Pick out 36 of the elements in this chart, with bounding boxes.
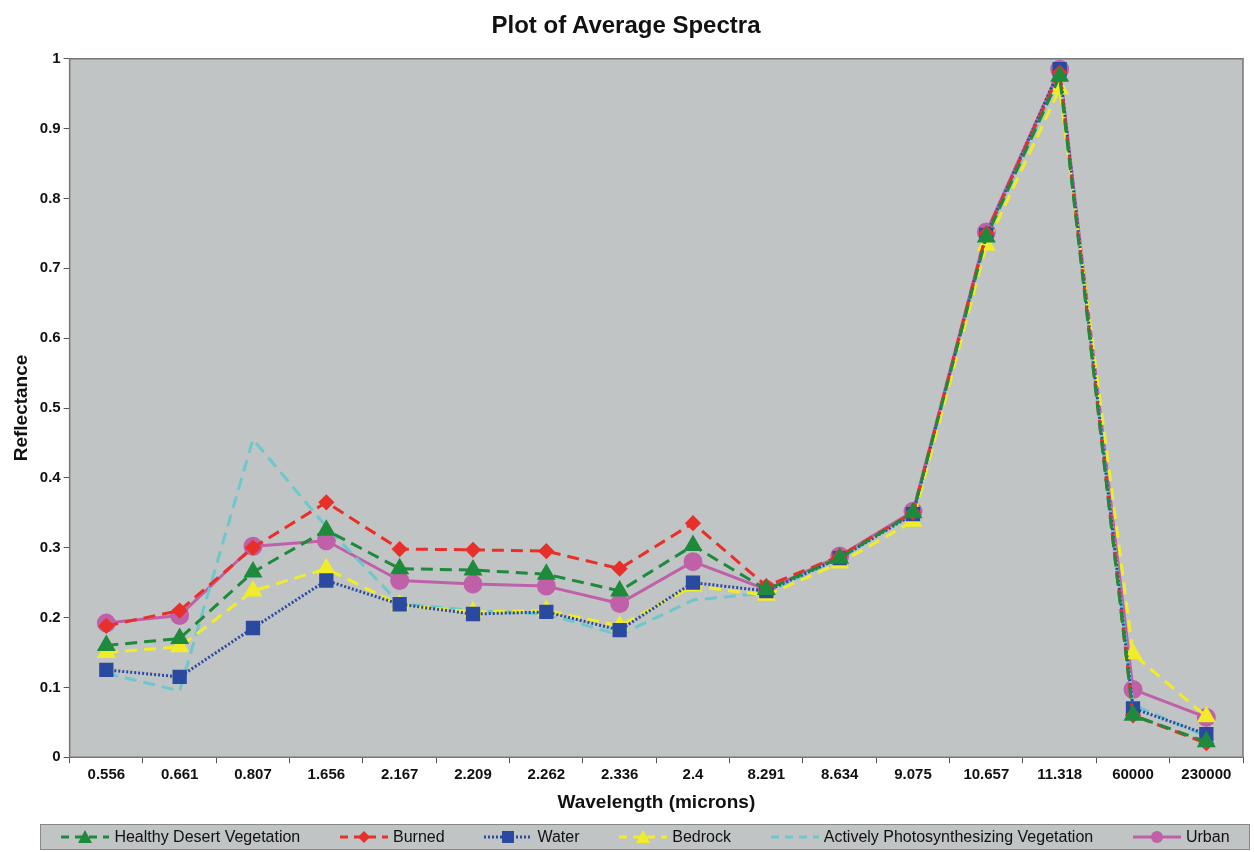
y-tick-label: 1 [52,48,61,66]
x-tick-label: 2.262 [527,765,566,783]
y-tick-label: 0.6 [39,328,61,346]
legend-label: Urban [1185,828,1230,846]
y-tick-label: 0.3 [39,537,61,555]
x-tick-label: 0.661 [160,765,199,783]
x-tick-label: 2.336 [600,765,639,783]
y-tick-label: 0.2 [39,607,61,625]
y-tick-label: 0.1 [39,677,61,695]
y-tick-label: 0.7 [39,258,61,276]
x-tick-label: 9.075 [894,765,932,783]
legend-label: Actively Photosynthesizing Vegetation [823,828,1094,846]
y-axis-title: Reflectance [9,354,31,462]
y-tick-label: 0.8 [39,188,61,206]
x-tick-label: 230000 [1181,765,1232,783]
y-tick-label: 0.4 [39,467,62,485]
x-tick-label: 1.656 [307,765,346,783]
x-tick-label: 2.209 [454,765,492,783]
y-tick-label: 0 [52,747,61,765]
y-tick-label: 0.5 [39,398,61,416]
legend-label: Healthy Desert Vegetation [114,828,301,846]
x-tick-label: 2.167 [380,765,419,783]
x-tick-label: 60000 [1112,765,1154,783]
legend-label: Water [537,828,580,846]
x-tick-label: 8.634 [820,765,860,783]
x-tick-label: 11.318 [1037,765,1083,783]
x-tick-label: 0.556 [87,765,126,783]
x-tick-label: 0.807 [234,765,272,783]
x-tick-label: 2.4 [682,765,705,783]
legend-label: Burned [393,828,445,846]
chart-title: Plot of Average Spectra [491,11,762,39]
y-tick-label: 0.9 [39,118,61,136]
x-tick-label: 10.657 [963,765,1010,783]
legend-label: Bedrock [672,828,731,846]
x-tick-label: 8.291 [747,765,786,783]
x-axis-title: Wavelength (microns) [557,790,756,812]
